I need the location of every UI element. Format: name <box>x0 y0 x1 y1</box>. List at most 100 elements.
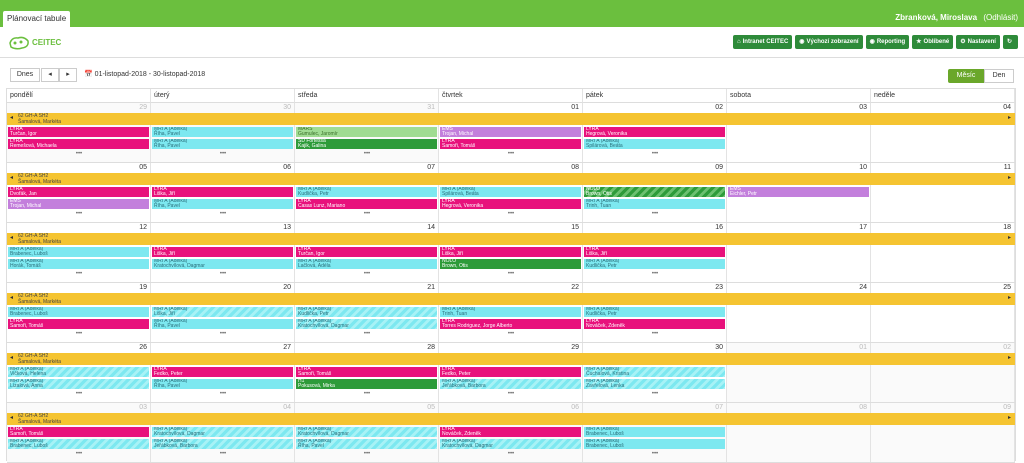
reservation-event[interactable]: MRI A (Adélka) Kudlička, Petr <box>296 307 437 317</box>
recurring-reservation-band[interactable]: ◂ 62 GH-A SH2 Šamalová, Markéta ▸ <box>7 293 1015 305</box>
day-cell[interactable]: 18 <box>871 223 1015 282</box>
reservation-event[interactable]: MRI A (Adélka) Říha, Pavel <box>296 439 437 449</box>
day-number[interactable]: 30 <box>715 344 723 351</box>
day-cell[interactable]: 20 <box>151 283 295 342</box>
day-cell[interactable]: 23 <box>583 283 727 342</box>
reservation-event[interactable]: LYRA Hegrová, Veronika <box>584 127 725 137</box>
reservation-event[interactable]: MARS Gumulec, Jaromír <box>296 127 437 137</box>
reservation-event[interactable]: LYRA Hegrová, Veronika <box>440 199 581 209</box>
reservation-event[interactable]: MRI A (Adélka) Jeřábková, Barbora <box>152 439 293 449</box>
reservation-event[interactable]: MRI A (Adélka) Spilárová, Beáta <box>584 139 725 149</box>
reservation-event[interactable]: LYRA Turčan, Igor <box>296 247 437 257</box>
reservation-event[interactable]: LYRA Liška, Jiří <box>152 187 293 197</box>
reservation-event[interactable]: MRI A (Adélka) Lačlová, Adéla <box>296 259 437 269</box>
more-events-icon[interactable]: ••• <box>75 271 83 277</box>
more-events-icon[interactable]: ••• <box>651 271 659 277</box>
day-number[interactable]: 29 <box>571 344 579 351</box>
day-number[interactable]: 03 <box>139 404 147 411</box>
day-number[interactable]: 23 <box>715 284 723 291</box>
reservation-event[interactable]: LYRA Liška, Jiří <box>584 247 725 257</box>
day-cell[interactable]: 06 <box>151 163 295 222</box>
reservation-event[interactable]: MRI A (Adélka) Brabenec, Luboš <box>584 439 725 449</box>
today-button[interactable]: Dnes <box>10 68 40 82</box>
day-number[interactable]: 12 <box>139 224 147 231</box>
day-cell[interactable]: 02 <box>871 343 1015 402</box>
day-cell[interactable]: 17 <box>727 223 871 282</box>
recurring-reservation-band[interactable]: ◂ 62 GH-A SH2 Šamalová, Markéta ▸ <box>7 233 1015 245</box>
day-number[interactable]: 08 <box>859 404 867 411</box>
day-number[interactable]: 13 <box>283 224 291 231</box>
day-cell[interactable]: 09 <box>583 163 727 222</box>
day-number[interactable]: 03 <box>859 104 867 111</box>
reservation-event[interactable]: MRI A (Adélka) Brabenec, Luboš <box>584 427 725 437</box>
day-cell[interactable]: 04 <box>871 103 1015 162</box>
reservation-event[interactable]: MRI A (Adélka) Liška, Jiří <box>152 307 293 317</box>
reservation-event[interactable]: MRI A (Adélka) Brabenec, Luboš <box>8 439 149 449</box>
day-number[interactable]: 21 <box>427 284 435 291</box>
day-cell[interactable]: 12 <box>7 223 151 282</box>
more-events-icon[interactable]: ••• <box>507 151 515 157</box>
reservation-event[interactable]: LYRA Casas Lunz, Mariano <box>296 199 437 209</box>
day-view-button[interactable]: Den <box>984 69 1014 83</box>
day-cell[interactable]: 19 <box>7 283 151 342</box>
day-number[interactable]: 05 <box>427 404 435 411</box>
reservation-event[interactable]: NOLO Brown, Otis <box>584 187 725 197</box>
day-number[interactable]: 06 <box>283 164 291 171</box>
more-events-icon[interactable]: ••• <box>651 331 659 337</box>
more-events-icon[interactable]: ••• <box>75 211 83 217</box>
day-number[interactable]: 07 <box>427 164 435 171</box>
ceitec-logo[interactable]: CEITEC <box>8 35 68 51</box>
day-number[interactable]: 27 <box>283 344 291 351</box>
reservation-event[interactable]: LYRA Remešová, Michaela <box>8 139 149 149</box>
more-events-icon[interactable]: ••• <box>75 151 83 157</box>
reservation-event[interactable]: MRI A (Adélka) Brabenec, Luboš <box>8 247 149 257</box>
day-number[interactable]: 26 <box>139 344 147 351</box>
day-cell[interactable]: 29 <box>439 343 583 402</box>
reservation-event[interactable]: MRI A (Adélka) Horák, Tomáš <box>8 259 149 269</box>
reservation-event[interactable]: SD Fortessa Kajik, Galina <box>296 139 437 149</box>
more-events-icon[interactable]: ••• <box>219 271 227 277</box>
reservation-event[interactable]: MRI A (Adélka) Trinh, Tuan <box>440 307 581 317</box>
more-events-icon[interactable]: ••• <box>75 331 83 337</box>
reservation-event[interactable]: LYRA Liška, Jiří <box>440 247 581 257</box>
next-button[interactable]: ▸ <box>59 68 77 82</box>
menu-button-4[interactable]: ⚙ Nastavení <box>956 35 1000 49</box>
recurring-reservation-band[interactable]: ◂ 62 GH-A SH2 Šamalová, Markéta ▸ <box>7 353 1015 365</box>
app-tab[interactable]: Plánovací tabule <box>3 11 71 27</box>
day-number[interactable]: 07 <box>715 404 723 411</box>
more-events-icon[interactable]: ••• <box>219 151 227 157</box>
logout-link[interactable]: (Odhlásit) <box>983 13 1018 22</box>
day-cell[interactable]: 30 <box>583 343 727 402</box>
reservation-event[interactable]: MRI A (Adélka) Říha, Pavel <box>152 127 293 137</box>
day-cell[interactable]: 09 <box>871 403 1015 462</box>
day-cell[interactable]: 14 <box>295 223 439 282</box>
day-cell[interactable]: 28 <box>295 343 439 402</box>
more-events-icon[interactable]: ••• <box>651 451 659 457</box>
more-events-icon[interactable]: ••• <box>363 151 371 157</box>
reservation-event[interactable]: MRI A (Adélka) Kudlička, Petr <box>584 307 725 317</box>
day-cell[interactable]: 01 <box>439 103 583 162</box>
reservation-event[interactable]: MRI A (Adélka) Jeřábková, Barbora <box>440 379 581 389</box>
day-cell[interactable]: 27 <box>151 343 295 402</box>
day-cell[interactable]: 13 <box>151 223 295 282</box>
day-number[interactable]: 04 <box>1003 104 1011 111</box>
reservation-event[interactable]: EMS Trojan, Michal <box>440 127 581 137</box>
month-view-button[interactable]: Měsíc <box>948 69 984 83</box>
day-number[interactable]: 22 <box>571 284 579 291</box>
reservation-event[interactable]: NOLO Brown, Otis <box>440 259 581 269</box>
more-events-icon[interactable]: ••• <box>507 451 515 457</box>
menu-button-3[interactable]: ★ Oblíbené <box>912 35 954 49</box>
day-cell[interactable]: 16 <box>583 223 727 282</box>
more-events-icon[interactable]: ••• <box>651 151 659 157</box>
day-cell[interactable]: 22 <box>439 283 583 342</box>
day-number[interactable]: 11 <box>1003 164 1011 171</box>
more-events-icon[interactable]: ••• <box>219 391 227 397</box>
day-cell[interactable]: 26 <box>7 343 151 402</box>
menu-button-1[interactable]: ◉ Výchozí zobrazení <box>795 35 863 49</box>
reservation-event[interactable]: LYRA Fedko, Peter <box>440 367 581 377</box>
reservation-event[interactable]: MRI A (Adélka) Lízalová, Anna <box>8 379 149 389</box>
more-events-icon[interactable]: ••• <box>651 211 659 217</box>
day-number[interactable]: 01 <box>859 344 867 351</box>
more-events-icon[interactable]: ••• <box>507 391 515 397</box>
user-name[interactable]: Zbranková, Miroslava <box>895 13 978 22</box>
